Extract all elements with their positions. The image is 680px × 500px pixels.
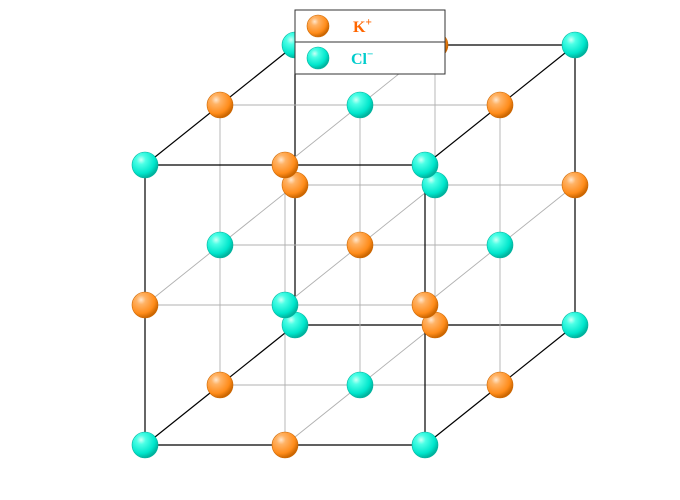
inner-edge: [500, 185, 575, 245]
legend-k-icon: [307, 15, 329, 37]
cl-ion: [347, 372, 373, 398]
k-ion: [487, 372, 513, 398]
inner-edge: [425, 245, 500, 305]
cl-ion: [132, 152, 158, 178]
cl-ion: [412, 152, 438, 178]
outer-edge: [500, 45, 575, 105]
outer-edge: [145, 385, 220, 445]
k-ion: [487, 92, 513, 118]
k-ion: [207, 92, 233, 118]
inner-edge: [285, 105, 360, 165]
cl-ion: [207, 232, 233, 258]
cl-ion: [487, 232, 513, 258]
outer-edge: [220, 45, 295, 105]
inner-edge: [360, 325, 435, 385]
outer-edge: [500, 325, 575, 385]
k-ion: [132, 292, 158, 318]
cl-ion: [272, 292, 298, 318]
cl-ion: [562, 32, 588, 58]
crystal-lattice-diagram: K+Cl−: [0, 0, 680, 500]
outer-edge: [425, 385, 500, 445]
inner-edge: [285, 245, 360, 305]
outer-edge: [220, 325, 295, 385]
legend: K+Cl−: [295, 10, 445, 74]
cl-ion: [412, 432, 438, 458]
cl-ion: [562, 312, 588, 338]
inner-edge: [360, 185, 435, 245]
inner-edge: [220, 185, 295, 245]
k-ion: [272, 152, 298, 178]
k-ion: [207, 372, 233, 398]
cl-ion: [347, 92, 373, 118]
k-ion: [562, 172, 588, 198]
cl-ion: [132, 432, 158, 458]
legend-cl-icon: [307, 47, 329, 69]
outer-edge: [145, 105, 220, 165]
k-ion: [272, 432, 298, 458]
inner-edge: [145, 245, 220, 305]
k-ion: [347, 232, 373, 258]
k-ion: [412, 292, 438, 318]
inner-edge: [285, 385, 360, 445]
lattice-nodes: [132, 32, 588, 458]
outer-edge: [425, 105, 500, 165]
